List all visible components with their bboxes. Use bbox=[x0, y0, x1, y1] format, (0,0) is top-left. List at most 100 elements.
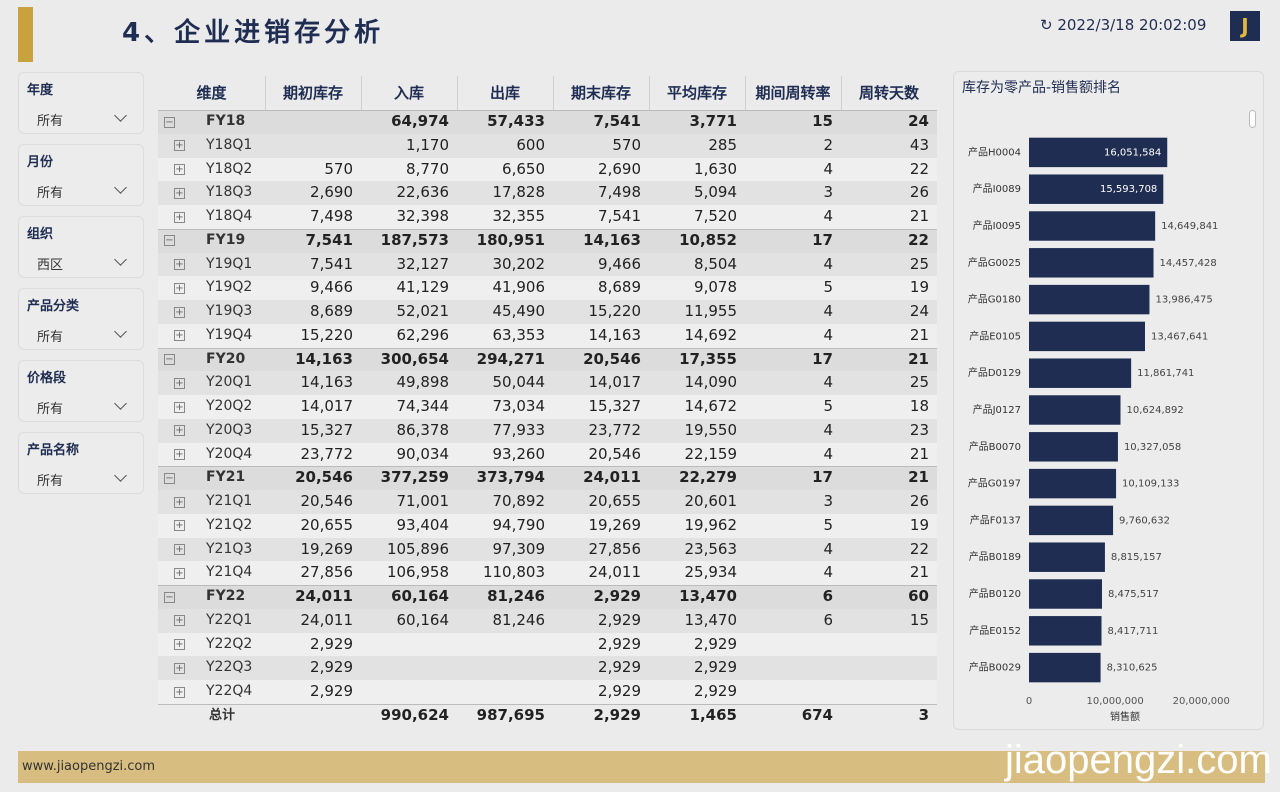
table-cell: 14,692 bbox=[684, 325, 738, 344]
expand-icon[interactable]: + bbox=[174, 164, 185, 175]
table-cell: 187,573 bbox=[380, 230, 449, 249]
expand-icon[interactable]: + bbox=[174, 187, 185, 199]
table-cell: 60 bbox=[908, 587, 929, 605]
table-cell: 2,929 bbox=[598, 658, 641, 677]
filter-box[interactable]: 产品分类 所有 bbox=[18, 288, 144, 350]
table-cell: 30,202 bbox=[492, 254, 546, 273]
collapse-icon[interactable]: − bbox=[164, 591, 175, 603]
collapse-icon[interactable]: − bbox=[164, 354, 175, 365]
table-cell: 24,011 bbox=[295, 587, 353, 605]
column-header: 周转天数 bbox=[858, 84, 919, 102]
table-row bbox=[158, 608, 937, 633]
expand-icon[interactable]: + bbox=[174, 567, 185, 579]
dropdown-chevron[interactable] bbox=[114, 109, 127, 122]
table-cell: 674 bbox=[801, 705, 833, 724]
table-cell: 2,929 bbox=[593, 705, 641, 724]
table-cell: 25 bbox=[909, 254, 929, 273]
column-header: 期间周转率 bbox=[755, 84, 831, 102]
dropdown-chevron[interactable] bbox=[114, 469, 127, 482]
row-label: Y19Q2 bbox=[206, 279, 253, 296]
table-row bbox=[158, 323, 937, 348]
table-row bbox=[158, 300, 937, 324]
expand-icon[interactable]: + bbox=[174, 140, 185, 152]
table-cell: 2,690 bbox=[598, 159, 641, 178]
expand-icon[interactable]: + bbox=[174, 496, 185, 508]
table-cell: 106,958 bbox=[386, 563, 449, 582]
chart-panel bbox=[953, 71, 1264, 730]
collapse-icon[interactable]: − bbox=[164, 472, 175, 484]
expand-icon[interactable]: + bbox=[174, 401, 185, 413]
filter-box[interactable]: 月份 所有 bbox=[18, 144, 144, 206]
table-cell: 86,378 bbox=[396, 420, 450, 439]
dropdown-chevron[interactable] bbox=[114, 253, 127, 266]
filter-box[interactable]: 年度 所有 bbox=[18, 72, 144, 134]
table-cell: 74,344 bbox=[396, 397, 450, 415]
table-cell: 22,636 bbox=[396, 183, 450, 202]
scrollbar[interactable] bbox=[1249, 110, 1256, 128]
table-cell: 50,044 bbox=[492, 373, 546, 392]
expand-icon[interactable]: + bbox=[174, 662, 185, 674]
filter-box[interactable]: 组织 西区 bbox=[18, 216, 144, 278]
collapse-icon[interactable]: − bbox=[164, 235, 175, 247]
table-cell: 81,246 bbox=[487, 587, 545, 605]
row-label: FY20 bbox=[206, 350, 246, 367]
table-cell: 25,934 bbox=[684, 563, 738, 582]
table-cell: 987,695 bbox=[476, 705, 545, 724]
table-cell: 4 bbox=[823, 159, 833, 178]
expand-icon[interactable]: + bbox=[174, 282, 185, 294]
table-cell: 1,630 bbox=[694, 159, 737, 178]
expand-icon[interactable]: + bbox=[174, 330, 185, 342]
row-label: Y21Q1 bbox=[206, 493, 253, 509]
expand-icon[interactable]: + bbox=[174, 639, 185, 650]
expand-icon[interactable]: + bbox=[174, 306, 185, 318]
table-cell: 294,271 bbox=[476, 349, 545, 368]
expand-icon[interactable]: + bbox=[174, 544, 185, 555]
table-cell: 13,470 bbox=[679, 587, 737, 605]
filter-box[interactable]: 价格段 所有 bbox=[18, 360, 144, 422]
expand-icon[interactable]: + bbox=[174, 686, 185, 698]
expand-icon[interactable]: + bbox=[174, 377, 185, 389]
refresh-icon[interactable]: ↻ bbox=[1040, 16, 1058, 34]
table-cell: 2,929 bbox=[310, 658, 353, 677]
expand-icon[interactable]: + bbox=[174, 449, 185, 460]
table-cell: 41,906 bbox=[492, 278, 546, 297]
table-row bbox=[158, 205, 937, 229]
collapse-icon[interactable]: − bbox=[164, 116, 175, 128]
expand-icon[interactable]: + bbox=[174, 615, 185, 627]
dropdown-chevron[interactable] bbox=[114, 181, 127, 194]
row-label: Y18Q1 bbox=[206, 136, 253, 153]
table-cell: 4 bbox=[823, 563, 833, 582]
expand-icon[interactable]: + bbox=[174, 425, 185, 437]
table-cell: 60,164 bbox=[391, 587, 449, 605]
table-cell: 10,852 bbox=[679, 230, 737, 249]
table-cell: 110,803 bbox=[482, 563, 545, 582]
dropdown-chevron[interactable] bbox=[114, 325, 127, 338]
table-cell: 20,655 bbox=[588, 492, 642, 510]
table-cell: 20,601 bbox=[684, 492, 738, 510]
table-cell: 14,163 bbox=[295, 349, 353, 368]
table-cell: 41,129 bbox=[396, 278, 450, 297]
dropdown-chevron[interactable] bbox=[114, 397, 127, 410]
row-label: Y20Q2 bbox=[206, 398, 253, 414]
row-label: Y19Q1 bbox=[206, 255, 253, 272]
page-title: 4、企业进销存分析 bbox=[122, 18, 385, 48]
column-header: 出库 bbox=[489, 84, 520, 102]
filter-value: 所有 bbox=[37, 402, 64, 417]
table-row bbox=[158, 228, 937, 253]
expand-icon[interactable]: + bbox=[174, 520, 185, 532]
filter-value: 所有 bbox=[37, 114, 64, 129]
footer-site[interactable]: www.jiaopengzi.com bbox=[22, 759, 156, 774]
row-label: Y21Q4 bbox=[206, 564, 253, 581]
table-cell: 43 bbox=[909, 135, 929, 154]
table-row bbox=[158, 466, 937, 490]
table-cell: 22 bbox=[909, 159, 929, 178]
table-cell: 24 bbox=[908, 112, 929, 130]
expand-icon[interactable]: + bbox=[174, 211, 185, 223]
expand-icon[interactable]: + bbox=[174, 259, 185, 270]
table-cell: 20,546 bbox=[583, 349, 641, 368]
row-label: Y19Q3 bbox=[206, 303, 253, 319]
filter-box[interactable]: 产品名称 所有 bbox=[18, 432, 144, 494]
table-cell: 60,164 bbox=[396, 610, 450, 629]
table-cell: 9,466 bbox=[598, 254, 641, 273]
table-cell: 600 bbox=[516, 135, 545, 154]
